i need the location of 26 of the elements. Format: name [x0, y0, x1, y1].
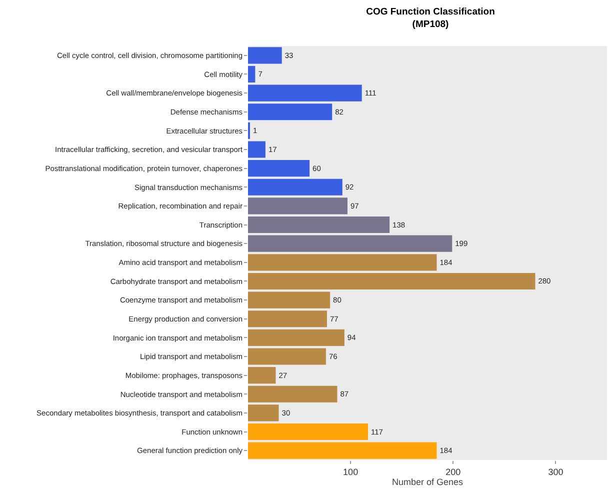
- bar: [248, 367, 276, 384]
- bar: [248, 254, 437, 271]
- bar: [248, 178, 342, 196]
- bar: [248, 310, 327, 328]
- bar: [248, 404, 279, 422]
- bar: [248, 235, 452, 252]
- bar: [248, 160, 310, 177]
- bar: [248, 292, 330, 308]
- bar: [248, 348, 326, 365]
- x-tick-label: 200: [446, 466, 461, 477]
- bar: [248, 84, 362, 102]
- bar: [248, 141, 266, 158]
- x-tick-label: 300: [548, 466, 564, 477]
- bar: [248, 47, 282, 64]
- bar: [248, 198, 348, 214]
- x-axis-title: Number of Genes: [392, 476, 464, 487]
- bar: [248, 442, 437, 459]
- chart-title: COG Function Classification (MP108): [366, 6, 496, 30]
- bar: [248, 216, 390, 234]
- bar: [248, 272, 536, 290]
- bar: [248, 66, 256, 83]
- x-tick-label: 100: [343, 466, 358, 477]
- bar: [248, 104, 332, 120]
- bar: [248, 386, 338, 402]
- bar: [248, 329, 344, 346]
- bar: [248, 423, 368, 440]
